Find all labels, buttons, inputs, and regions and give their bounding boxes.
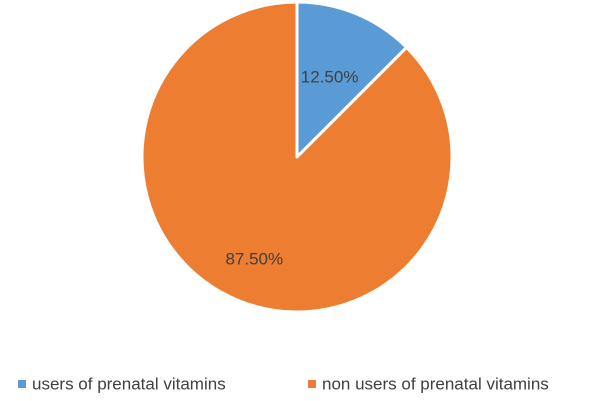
legend-label: users of prenatal vitamins bbox=[32, 374, 226, 393]
pie-slices bbox=[140, 0, 454, 314]
legend-item-non-users: non users of prenatal vitamins bbox=[308, 374, 549, 393]
legend-label: non users of prenatal vitamins bbox=[322, 374, 549, 393]
data-label-non-users: 87.50% bbox=[225, 250, 283, 269]
data-label-users: 12.50% bbox=[301, 68, 359, 87]
pie-slice-users bbox=[295, 0, 409, 159]
legend-item-users: users of prenatal vitamins bbox=[18, 374, 226, 393]
pie-slice-non-users bbox=[140, 0, 454, 314]
legend: users of prenatal vitamins non users of p… bbox=[18, 374, 549, 393]
legend-swatch bbox=[308, 380, 316, 388]
pie-data-labels: 12.50% 87.50% bbox=[225, 68, 358, 269]
legend-swatch bbox=[18, 380, 26, 388]
